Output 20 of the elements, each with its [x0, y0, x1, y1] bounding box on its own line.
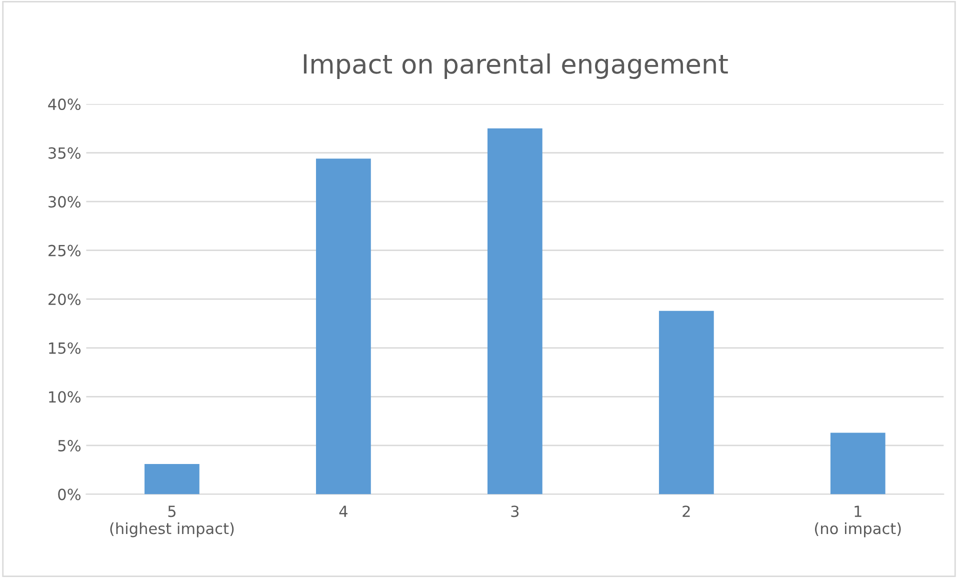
x-tick-label: 5 (highest impact) [110, 506, 234, 538]
x-tick-label: 2 [682, 506, 690, 517]
x-tick-label: 1 (no impact) [815, 506, 901, 538]
y-tick-label: 35% [48, 147, 81, 159]
y-tick-label: 15% [49, 342, 81, 354]
bar [487, 128, 542, 494]
y-tick-label: 25% [48, 244, 81, 256]
x-tick-label: 3 [511, 506, 519, 518]
y-tick-label: 20% [48, 294, 81, 306]
x-tick-label: 4 [339, 506, 348, 517]
bar [658, 310, 714, 494]
y-tick-label: 30% [48, 196, 81, 208]
y-tick-label: 0% [58, 488, 81, 500]
chart-title: Impact on parental engagement [304, 53, 728, 79]
bar [316, 158, 371, 494]
bar [144, 464, 200, 494]
y-tick-label: 5% [58, 440, 81, 452]
bar [830, 432, 886, 494]
y-tick-label: 40% [48, 98, 81, 110]
y-tick-label: 10% [49, 391, 81, 403]
